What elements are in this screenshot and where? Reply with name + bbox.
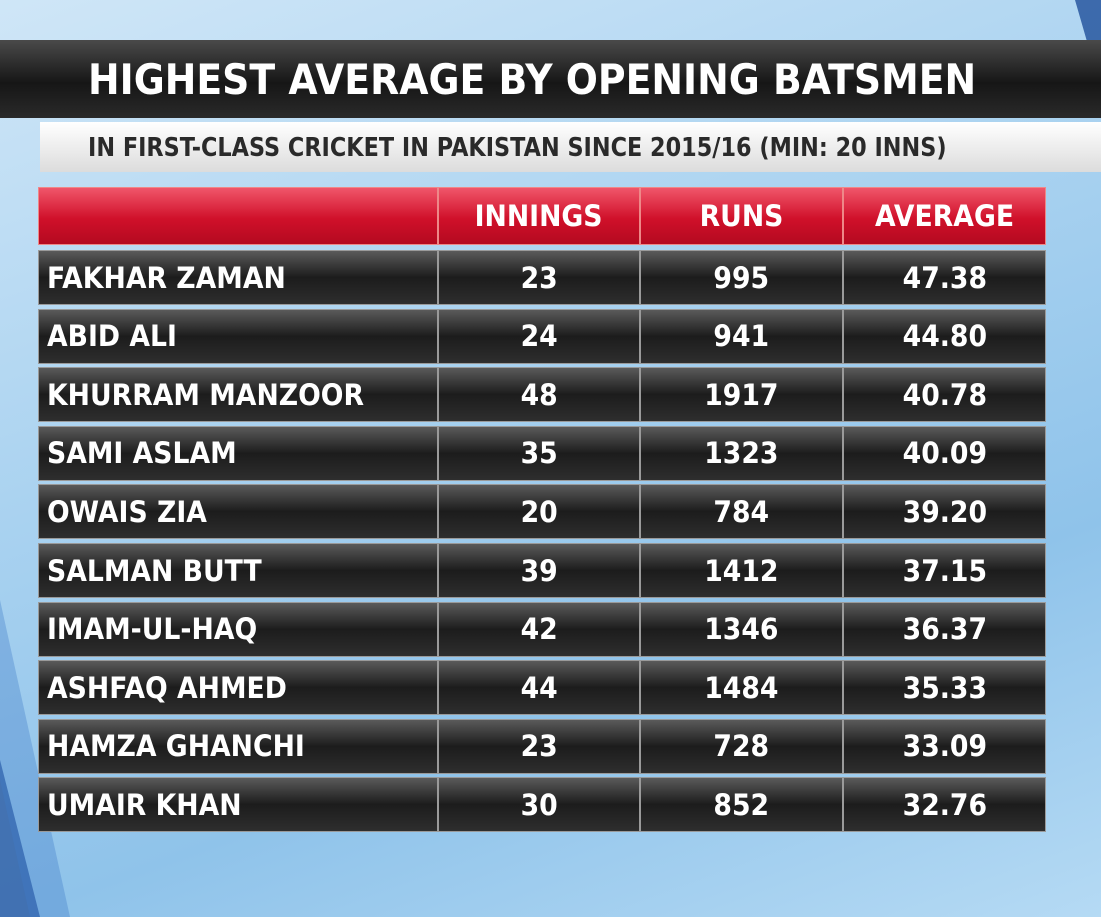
stat-cell-text: 47.38 (902, 260, 987, 295)
stat-cell: 40.78 (843, 367, 1046, 423)
stat-cell-text: 35 (520, 436, 558, 471)
stat-cell-text: 1484 (704, 670, 779, 705)
stat-cell: 784 (640, 484, 843, 540)
stat-cell: 852 (640, 777, 843, 833)
player-name-text: IMAM-UL-HAQ (47, 612, 258, 647)
player-name: HAMZA GHANCHI (38, 718, 438, 774)
stat-cell-text: 32.76 (902, 787, 987, 822)
player-name: ASHFAQ AHMED (38, 660, 438, 716)
stat-cell: 33.09 (843, 718, 1046, 774)
stat-cell: 44 (438, 660, 640, 716)
stat-cell: 24 (438, 308, 640, 364)
subtitle: IN FIRST-CLASS CRICKET IN PAKISTAN SINCE… (88, 133, 947, 163)
stat-cell: 39 (438, 543, 640, 598)
player-name: SALMAN BUTT (38, 543, 438, 598)
stat-cell: 35.33 (843, 660, 1046, 716)
stat-cell-text: 39.20 (902, 494, 987, 529)
player-name-text: FAKHAR ZAMAN (47, 260, 286, 295)
player-name: UMAIR KHAN (38, 777, 438, 833)
player-name: SAMI ASLAM (38, 425, 438, 481)
stat-cell-text: 23 (520, 729, 558, 764)
stat-cell: 1917 (640, 367, 843, 423)
stat-cell: 37.15 (843, 543, 1046, 598)
stat-cell: 42 (438, 601, 640, 657)
stat-cell: 1412 (640, 543, 843, 598)
stat-cell: 30 (438, 777, 640, 833)
stat-cell-text: 37.15 (902, 553, 987, 588)
column-header: AVERAGE (843, 187, 1046, 245)
stat-cell-text: 48 (520, 377, 558, 412)
stat-cell: 941 (640, 308, 843, 364)
player-name-text: SALMAN BUTT (47, 553, 262, 588)
player-name: KHURRAM MANZOOR (38, 367, 438, 423)
stat-cell-text: 35.33 (902, 670, 987, 705)
stat-cell-text: 1346 (704, 612, 779, 647)
stat-cell-text: 728 (713, 729, 770, 764)
stat-cell-text: 42 (520, 612, 558, 647)
stat-cell: 1484 (640, 660, 843, 716)
player-name: ABID ALI (38, 308, 438, 364)
stat-cell-text: 784 (713, 494, 770, 529)
stat-cell-text: 995 (713, 260, 770, 295)
column-header: INNINGS (438, 187, 640, 245)
stat-cell: 44.80 (843, 308, 1046, 364)
player-name-text: ABID ALI (47, 319, 177, 354)
title: HIGHEST AVERAGE BY OPENING BATSMEN (88, 55, 977, 104)
column-header-text: AVERAGE (874, 199, 1015, 233)
stat-cell: 23 (438, 250, 640, 305)
stat-cell: 32.76 (843, 777, 1046, 833)
player-name-text: OWAIS ZIA (47, 494, 207, 529)
stat-cell: 39.20 (843, 484, 1046, 540)
stat-cell-text: 36.37 (902, 612, 987, 647)
stat-cell-text: 1323 (704, 436, 779, 471)
player-name: FAKHAR ZAMAN (38, 250, 438, 305)
stat-cell: 728 (640, 718, 843, 774)
stat-cell: 23 (438, 718, 640, 774)
title-bar: HIGHEST AVERAGE BY OPENING BATSMEN (0, 40, 1101, 118)
stat-cell-text: 44.80 (902, 319, 987, 354)
stat-cell-text: 20 (520, 494, 558, 529)
header-cell (38, 187, 438, 245)
stat-cell: 1346 (640, 601, 843, 657)
stat-cell-text: 1412 (704, 553, 779, 588)
column-header: RUNS (640, 187, 843, 245)
subtitle-bar: IN FIRST-CLASS CRICKET IN PAKISTAN SINCE… (40, 122, 1101, 172)
stat-cell-text: 39 (520, 553, 558, 588)
stat-cell: 48 (438, 367, 640, 423)
stat-cell-text: 44 (520, 670, 558, 705)
player-name-text: ASHFAQ AHMED (47, 670, 287, 705)
stat-cell: 40.09 (843, 425, 1046, 481)
stat-cell-text: 40.09 (902, 436, 987, 471)
stat-cell: 36.37 (843, 601, 1046, 657)
player-name: IMAM-UL-HAQ (38, 601, 438, 657)
stat-cell-text: 1917 (704, 377, 779, 412)
column-header-text: RUNS (699, 199, 784, 233)
stat-cell: 47.38 (843, 250, 1046, 305)
stat-cell: 995 (640, 250, 843, 305)
stat-cell-text: 941 (713, 319, 770, 354)
stat-cell-text: 40.78 (902, 377, 987, 412)
stat-cell-text: 33.09 (902, 729, 987, 764)
stat-cell-text: 24 (520, 319, 558, 354)
column-header-text: INNINGS (475, 199, 603, 233)
player-name-text: UMAIR KHAN (47, 787, 242, 822)
player-name-text: KHURRAM MANZOOR (47, 377, 365, 412)
stat-cell: 35 (438, 425, 640, 481)
stat-cell: 20 (438, 484, 640, 540)
stat-cell-text: 23 (520, 260, 558, 295)
player-name-text: HAMZA GHANCHI (47, 729, 305, 764)
stat-cell: 1323 (640, 425, 843, 481)
stat-cell-text: 30 (520, 787, 558, 822)
player-name: OWAIS ZIA (38, 484, 438, 540)
player-name-text: SAMI ASLAM (47, 436, 237, 471)
stat-cell-text: 852 (713, 787, 770, 822)
